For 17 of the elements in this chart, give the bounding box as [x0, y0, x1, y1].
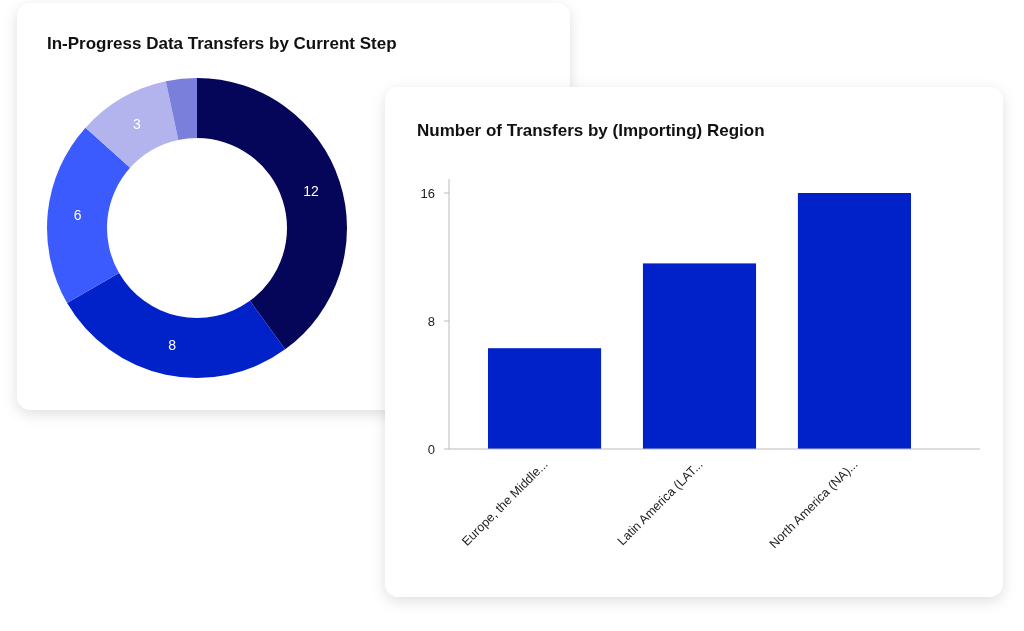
data-label: 8: [168, 337, 177, 354]
donut-slice: [85, 81, 179, 168]
y-tick-label: 0: [427, 441, 435, 457]
donut-slice: [47, 127, 131, 303]
bar: [642, 263, 757, 449]
donut-slice: [67, 273, 286, 378]
donut-slice: [197, 78, 347, 350]
data-label: 3: [133, 115, 142, 132]
y-tick-label: 16: [420, 185, 435, 201]
data-label: 6: [73, 207, 82, 224]
chart-title: Number of Transfers by (Importing) Region: [417, 121, 765, 140]
y-tick-label: 8: [427, 313, 435, 329]
bar: [487, 348, 602, 449]
chart-title: In-Progress Data Transfers by Current Step: [47, 34, 397, 53]
data-label: 12: [303, 182, 320, 199]
bar: [797, 193, 912, 449]
donut-slice: [165, 78, 197, 140]
